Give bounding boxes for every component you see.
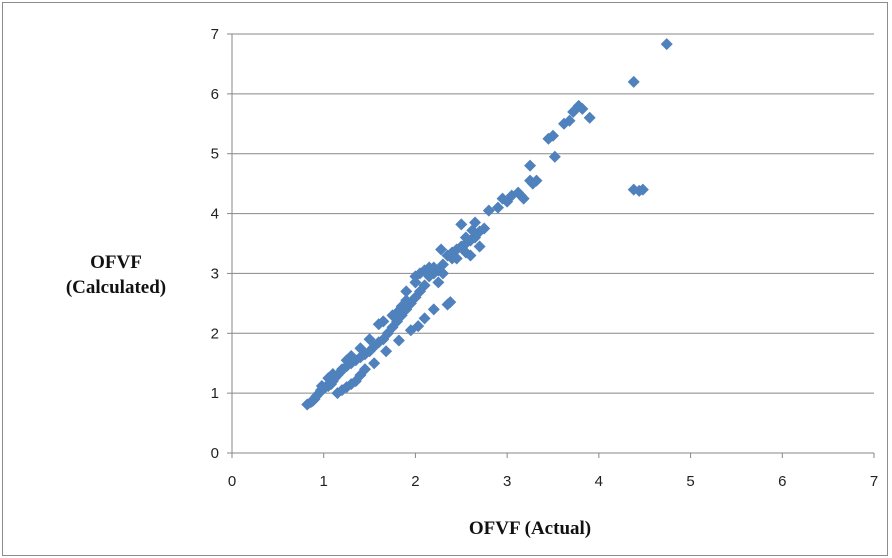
data-point-91 xyxy=(432,276,445,289)
data-point-62 xyxy=(547,129,559,142)
data-point-102 xyxy=(377,315,390,328)
data-point-69 xyxy=(583,111,596,124)
data-point-33 xyxy=(418,279,431,292)
data-point-83 xyxy=(380,345,393,358)
data-point-52 xyxy=(482,204,495,217)
data-point-114 xyxy=(459,231,472,244)
data-point-118 xyxy=(530,174,543,187)
data-point-95 xyxy=(464,249,477,262)
x-tick-label-2: 2 xyxy=(411,473,419,490)
y-tick-label-4: 4 xyxy=(211,206,219,223)
data-point-88 xyxy=(427,303,440,316)
x-tick-label-6: 6 xyxy=(778,473,786,490)
x-tick-label-5: 5 xyxy=(686,473,694,490)
x-tick-label-4: 4 xyxy=(595,473,603,490)
data-point-84 xyxy=(392,334,405,347)
data-point-110 xyxy=(400,285,413,298)
data-point-116 xyxy=(478,222,491,235)
y-tick-label-6: 6 xyxy=(211,86,219,103)
data-point-104 xyxy=(354,342,367,355)
y-tick-label-1: 1 xyxy=(211,385,219,402)
data-point-68 xyxy=(576,102,589,115)
data-point-117 xyxy=(514,189,527,202)
data-point-109 xyxy=(315,379,328,392)
x-tick-label-7: 7 xyxy=(870,473,878,490)
data-point-70 xyxy=(627,75,640,88)
data-point-50 xyxy=(455,218,468,231)
x-tick-label-3: 3 xyxy=(503,473,511,490)
x-tick-label-0: 0 xyxy=(228,473,236,490)
data-point-60 xyxy=(524,159,537,172)
data-point-82 xyxy=(368,357,381,370)
gridlines xyxy=(232,33,874,394)
data-point-41 xyxy=(435,243,448,256)
data-point-108 xyxy=(322,372,335,385)
data-point-74 xyxy=(660,38,673,51)
y-tick-label-0: 0 xyxy=(211,445,219,462)
data-point-73 xyxy=(636,183,649,196)
data-point-113 xyxy=(450,252,463,265)
data-point-53 xyxy=(491,201,504,214)
data-point-96 xyxy=(473,240,486,253)
axes xyxy=(227,33,875,458)
data-point-86 xyxy=(412,320,425,333)
y-tick-label-3: 3 xyxy=(211,265,219,282)
data-point-120 xyxy=(427,261,440,274)
data-point-90 xyxy=(444,296,457,309)
y-tick-label-7: 7 xyxy=(211,26,219,43)
data-point-106 xyxy=(340,354,353,367)
data-point-115 xyxy=(466,224,479,237)
y-axis-title-line-2: (Calculated) xyxy=(66,277,166,298)
data-point-100 xyxy=(400,294,413,307)
x-tick-label-1: 1 xyxy=(320,473,328,490)
data-point-63 xyxy=(548,150,561,163)
data-point-119 xyxy=(501,195,514,208)
scatter-chart: 0 1 2 3 4 5 6 7 0 1 2 3 4 5 6 7 OFVF (Actual) OFVF (Ca… xyxy=(66,26,878,539)
data-point-65 xyxy=(563,114,576,127)
data-point-112 xyxy=(423,270,436,283)
data-point-111 xyxy=(409,276,422,289)
y-axis-title-line-1: OFVF xyxy=(90,252,142,273)
x-axis-title: OFVF (Actual) xyxy=(469,518,591,539)
data-point-81 xyxy=(358,363,371,376)
y-tick-label-5: 5 xyxy=(211,146,219,163)
data-points xyxy=(301,38,673,411)
y-tick-label-2: 2 xyxy=(211,325,219,342)
data-point-103 xyxy=(363,333,376,346)
data-point-40 xyxy=(436,258,449,271)
data-point-92 xyxy=(436,267,449,280)
data-point-87 xyxy=(418,312,431,325)
x-tick-labels: 0 1 2 3 4 5 6 7 xyxy=(228,473,878,490)
y-tick-labels: 0 1 2 3 4 5 6 7 xyxy=(211,26,219,462)
